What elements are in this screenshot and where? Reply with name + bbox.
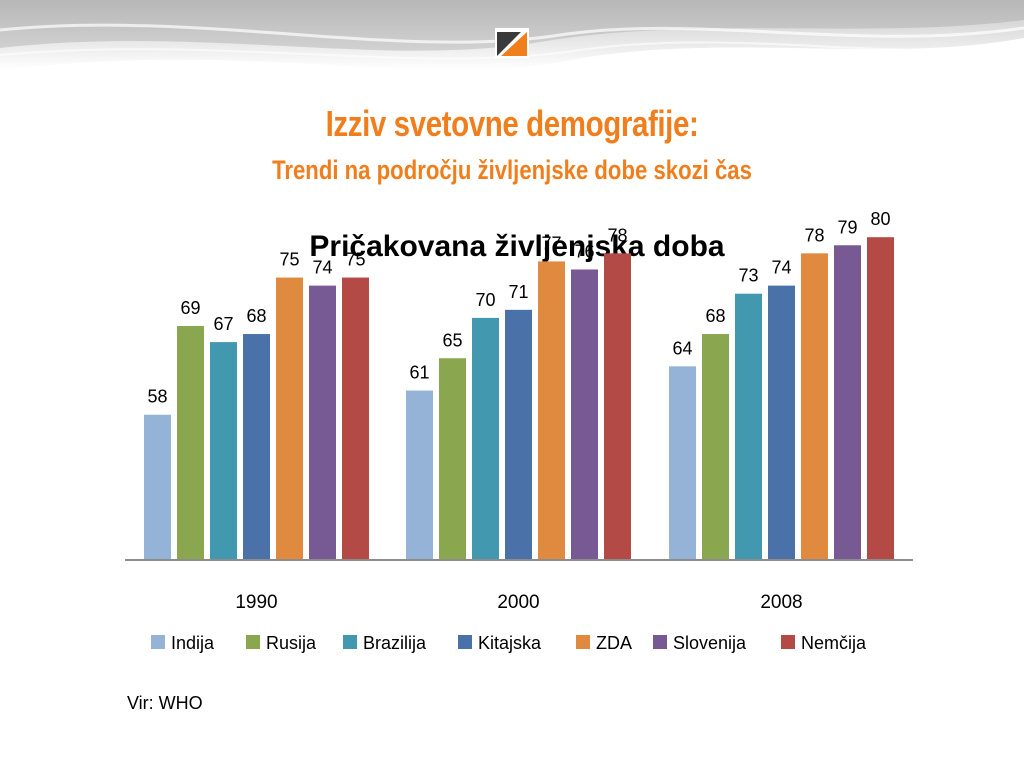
bar-kitajska-1990 — [243, 334, 270, 560]
legend-label-rusija: Rusija — [266, 633, 317, 653]
value-label: 65 — [442, 330, 462, 350]
legend: Indija Rusija Brazilija Kitajska ZDA Slovenij… — [151, 633, 867, 653]
value-label: 74 — [771, 258, 791, 278]
chart-title: Pričakovana življenjska doba — [309, 230, 725, 263]
bar-zda-2000 — [538, 261, 565, 560]
bar-slovenija-2008 — [834, 245, 861, 560]
legend-swatch-brazilija — [343, 635, 357, 649]
bar-rusija-2008 — [702, 334, 729, 560]
bar-indija-2000 — [406, 390, 433, 560]
legend-swatch-zda — [576, 635, 590, 649]
legend-label-indija: Indija — [171, 633, 215, 653]
bar-zda-2008 — [801, 253, 828, 560]
legend-swatch-rusija — [246, 635, 260, 649]
value-label: 73 — [738, 266, 758, 286]
bar-brazilija-2008 — [735, 293, 762, 560]
legend-label-kitajska: Kitajska — [478, 633, 542, 653]
legend-label-slovenija: Slovenija — [673, 633, 747, 653]
value-label: 75 — [279, 250, 299, 270]
value-label: 74 — [312, 258, 332, 278]
bar-nemčija-1990 — [342, 277, 369, 560]
legend-label-brazilija: Brazilija — [363, 633, 427, 653]
value-label: 68 — [705, 306, 725, 326]
value-labels-group: 58 69 67 68 75 74 75 61 65 70 71 77 76 78 64 68 73 74 78 79… — [147, 209, 890, 407]
value-label: 76 — [574, 241, 594, 261]
bar-zda-1990 — [276, 277, 303, 560]
source-note: Vir: WHO — [127, 693, 203, 713]
bar-indija-2008 — [669, 366, 696, 560]
bar-kitajska-2008 — [768, 285, 795, 560]
bar-rusija-1990 — [177, 325, 204, 560]
value-label: 80 — [870, 209, 890, 229]
value-label: 79 — [837, 217, 857, 237]
value-label: 75 — [345, 250, 365, 270]
bar-chart: Pričakovana življenjska doba 58 69 67 68 75 7… — [125, 209, 913, 653]
bar-rusija-2000 — [439, 358, 466, 560]
value-label: 78 — [607, 225, 627, 245]
category-label-2008: 2008 — [760, 592, 802, 613]
category-label-1990: 1990 — [235, 592, 277, 613]
value-label: 64 — [672, 338, 692, 358]
legend-label-zda: ZDA — [596, 633, 632, 653]
slide-title: Izziv svetovne demografije: — [325, 103, 699, 144]
value-label: 67 — [213, 314, 233, 334]
value-label: 58 — [147, 387, 167, 407]
value-label: 70 — [475, 290, 495, 310]
legend-swatch-indija — [151, 635, 165, 649]
legend-swatch-nemčija — [781, 635, 795, 649]
bars-group — [144, 237, 894, 560]
bar-brazilija-2000 — [472, 317, 499, 560]
bar-slovenija-1990 — [309, 285, 336, 560]
bar-kitajska-2000 — [505, 309, 532, 560]
slide-subtitle: Trendi na področju življenjske dobe skoz… — [272, 155, 752, 185]
legend-label-nemčija: Nemčija — [801, 633, 867, 653]
value-label: 61 — [409, 363, 429, 383]
bar-nemčija-2000 — [604, 253, 631, 560]
category-label-2000: 2000 — [497, 592, 539, 613]
bar-nemčija-2008 — [867, 237, 894, 560]
legend-swatch-kitajska — [458, 635, 472, 649]
legend-swatch-slovenija — [653, 635, 667, 649]
value-label: 71 — [508, 282, 528, 302]
bar-brazilija-1990 — [210, 342, 237, 560]
value-label: 68 — [246, 306, 266, 326]
category-labels-group: 1990 2000 2008 — [235, 592, 802, 613]
value-label: 78 — [804, 225, 824, 245]
bar-indija-1990 — [144, 414, 171, 560]
value-label: 77 — [541, 233, 561, 253]
company-logo — [495, 28, 529, 58]
bar-slovenija-2000 — [571, 269, 598, 560]
value-label: 69 — [180, 298, 200, 318]
